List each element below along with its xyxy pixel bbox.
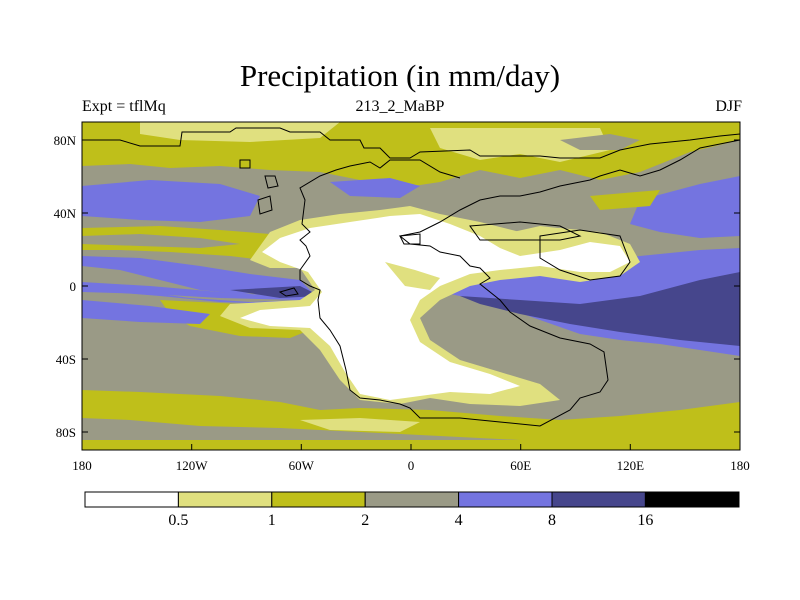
x-tick-label: 180 — [730, 458, 750, 473]
colorbar-swatch — [84, 491, 179, 508]
colorbar-swatch — [364, 491, 460, 508]
x-tick-label: 0 — [408, 458, 415, 473]
colorbar-swatch — [177, 491, 273, 508]
y-tick-label: 0 — [70, 279, 77, 294]
season-label: DJF — [715, 98, 742, 115]
colorbar-swatch — [458, 491, 553, 508]
colorbar-label: 8 — [548, 512, 556, 529]
y-tick-label: 40S — [56, 352, 76, 367]
y-tick-label: 40N — [54, 206, 77, 221]
y-tick-label: 80S — [56, 425, 76, 440]
y-tick-label: 80N — [54, 133, 77, 148]
colorbar-label: 16 — [637, 512, 653, 529]
colorbar-swatch — [644, 491, 740, 508]
experiment-label: Expt = tflMq — [82, 98, 166, 115]
colorbar-swatch — [551, 491, 646, 508]
precip-field — [82, 122, 740, 450]
colorbar — [84, 491, 740, 508]
colorbar-label: 1 — [268, 512, 276, 529]
period-label: 213_2_MaBP — [355, 98, 445, 115]
x-tick-label: 60W — [289, 458, 315, 473]
plot-title: Precipitation (in mm/day) — [239, 58, 561, 93]
colorbar-swatch — [271, 491, 366, 508]
coastline — [82, 127, 740, 427]
colorbar-label: 4 — [455, 512, 463, 529]
colorbar-label: 2 — [361, 512, 369, 529]
axis-ticks — [81, 139, 741, 450]
colorbar-labels: 0.5 1 2 4 8 16 — [168, 512, 653, 529]
colorbar-label: 0.5 — [168, 512, 188, 529]
y-tick-labels: 80N 40N 0 40S 80S — [54, 133, 77, 440]
x-tick-labels: 180 120W 60W 0 60E 120E 180 — [72, 458, 750, 473]
x-tick-label: 120E — [617, 458, 645, 473]
x-tick-label: 120W — [176, 458, 209, 473]
x-tick-label: 180 — [72, 458, 92, 473]
x-tick-label: 60E — [510, 458, 531, 473]
